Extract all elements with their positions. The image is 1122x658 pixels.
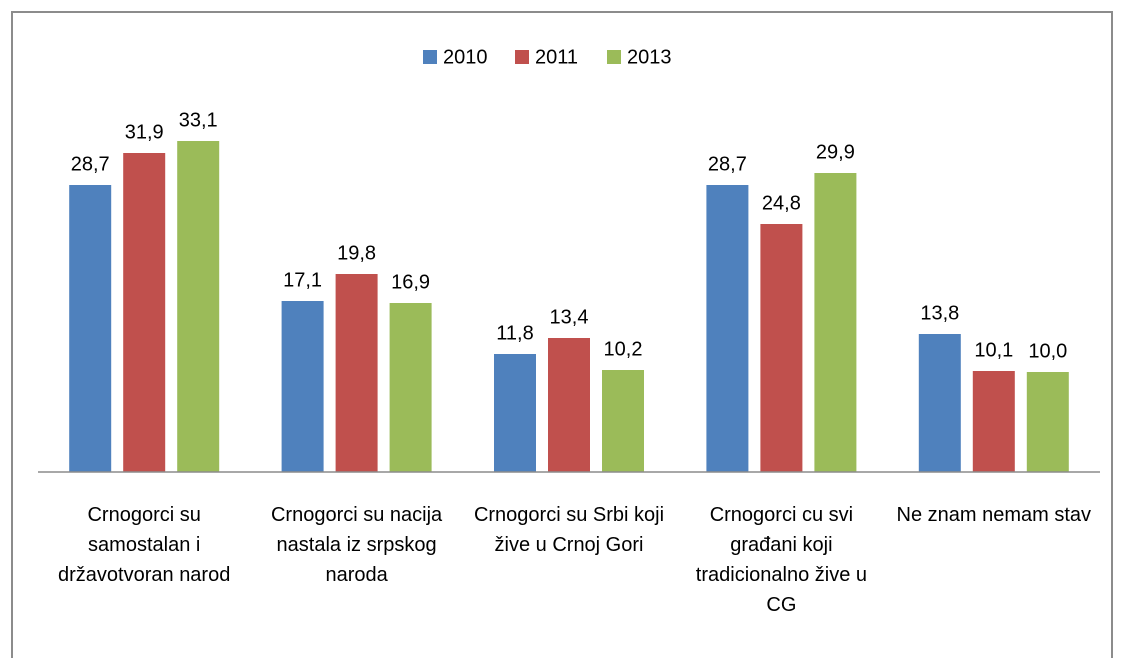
data-label: 29,9 [816, 141, 855, 163]
x-tick-label: Crnogorci cu svi građani koji tradiciona… [695, 504, 867, 616]
bar [177, 141, 220, 472]
bar [706, 185, 749, 472]
bar [548, 338, 590, 472]
legend-swatch [607, 50, 621, 64]
legend-label: 2013 [627, 46, 672, 68]
bar [972, 371, 1015, 472]
bar [814, 173, 857, 472]
data-label: 10,2 [604, 338, 643, 360]
bar [281, 301, 324, 472]
bar [760, 224, 803, 472]
bar [123, 153, 166, 472]
bar [1026, 372, 1069, 472]
legend-label: 2011 [535, 46, 578, 68]
data-label: 31,9 [125, 121, 164, 143]
data-label: 28,7 [708, 153, 747, 175]
data-label: 10,1 [974, 339, 1013, 361]
data-label: 13,4 [550, 306, 589, 328]
data-label: 19,8 [337, 242, 376, 264]
legend-label: 2010 [443, 46, 488, 68]
x-tick-label: Crnogorci su Srbi koji žive u Crnoj Gori [473, 504, 665, 556]
data-label: 13,8 [920, 302, 959, 324]
bar [389, 303, 432, 472]
x-tick-label: Crnogorci su nacija nastala iz srpskog n… [270, 504, 443, 586]
data-label: 10,0 [1028, 340, 1067, 362]
data-label: 28,7 [71, 153, 110, 175]
bar [69, 185, 112, 472]
legend-swatch [515, 50, 529, 64]
data-label: 33,1 [179, 109, 218, 131]
x-tick-label: Crnogorci su samostalan i državotvoran n… [58, 504, 231, 586]
data-label: 24,8 [762, 192, 801, 214]
data-label: 16,9 [391, 271, 430, 293]
legend-swatch [423, 50, 437, 64]
data-label: 17,1 [283, 269, 322, 291]
bar [335, 274, 378, 472]
x-tick-label: Ne znam nemam stav [896, 504, 1092, 526]
frame [11, 11, 1113, 658]
bar [602, 370, 644, 472]
bar [918, 334, 961, 472]
data-label: 11,8 [496, 322, 533, 344]
bar [494, 354, 536, 472]
